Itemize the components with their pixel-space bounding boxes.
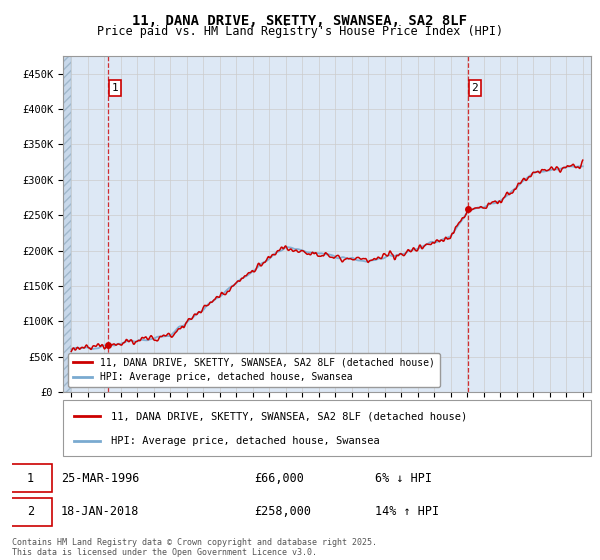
Legend: 11, DANA DRIVE, SKETTY, SWANSEA, SA2 8LF (detached house), HPI: Average price, d: 11, DANA DRIVE, SKETTY, SWANSEA, SA2 8LF… <box>68 353 440 387</box>
Text: 2: 2 <box>27 505 34 518</box>
Text: 25-MAR-1996: 25-MAR-1996 <box>61 472 139 484</box>
Text: 2: 2 <box>472 83 478 93</box>
Text: 1: 1 <box>112 83 118 93</box>
Text: HPI: Average price, detached house, Swansea: HPI: Average price, detached house, Swan… <box>110 436 379 446</box>
Text: £258,000: £258,000 <box>254 505 311 518</box>
FancyBboxPatch shape <box>9 464 52 492</box>
Text: 14% ↑ HPI: 14% ↑ HPI <box>375 505 439 518</box>
Text: 6% ↓ HPI: 6% ↓ HPI <box>375 472 432 484</box>
Text: 11, DANA DRIVE, SKETTY, SWANSEA, SA2 8LF: 11, DANA DRIVE, SKETTY, SWANSEA, SA2 8LF <box>133 14 467 28</box>
Text: £66,000: £66,000 <box>254 472 304 484</box>
Text: 1: 1 <box>27 472 34 484</box>
Text: Price paid vs. HM Land Registry's House Price Index (HPI): Price paid vs. HM Land Registry's House … <box>97 25 503 38</box>
Text: Contains HM Land Registry data © Crown copyright and database right 2025.
This d: Contains HM Land Registry data © Crown c… <box>12 538 377 557</box>
FancyBboxPatch shape <box>63 400 591 456</box>
Text: 18-JAN-2018: 18-JAN-2018 <box>61 505 139 518</box>
Text: 11, DANA DRIVE, SKETTY, SWANSEA, SA2 8LF (detached house): 11, DANA DRIVE, SKETTY, SWANSEA, SA2 8LF… <box>110 411 467 421</box>
FancyBboxPatch shape <box>9 498 52 526</box>
